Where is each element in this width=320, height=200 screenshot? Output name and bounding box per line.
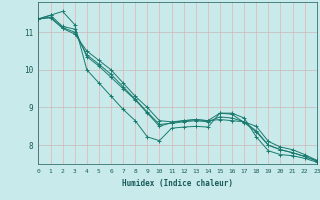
X-axis label: Humidex (Indice chaleur): Humidex (Indice chaleur) — [122, 179, 233, 188]
